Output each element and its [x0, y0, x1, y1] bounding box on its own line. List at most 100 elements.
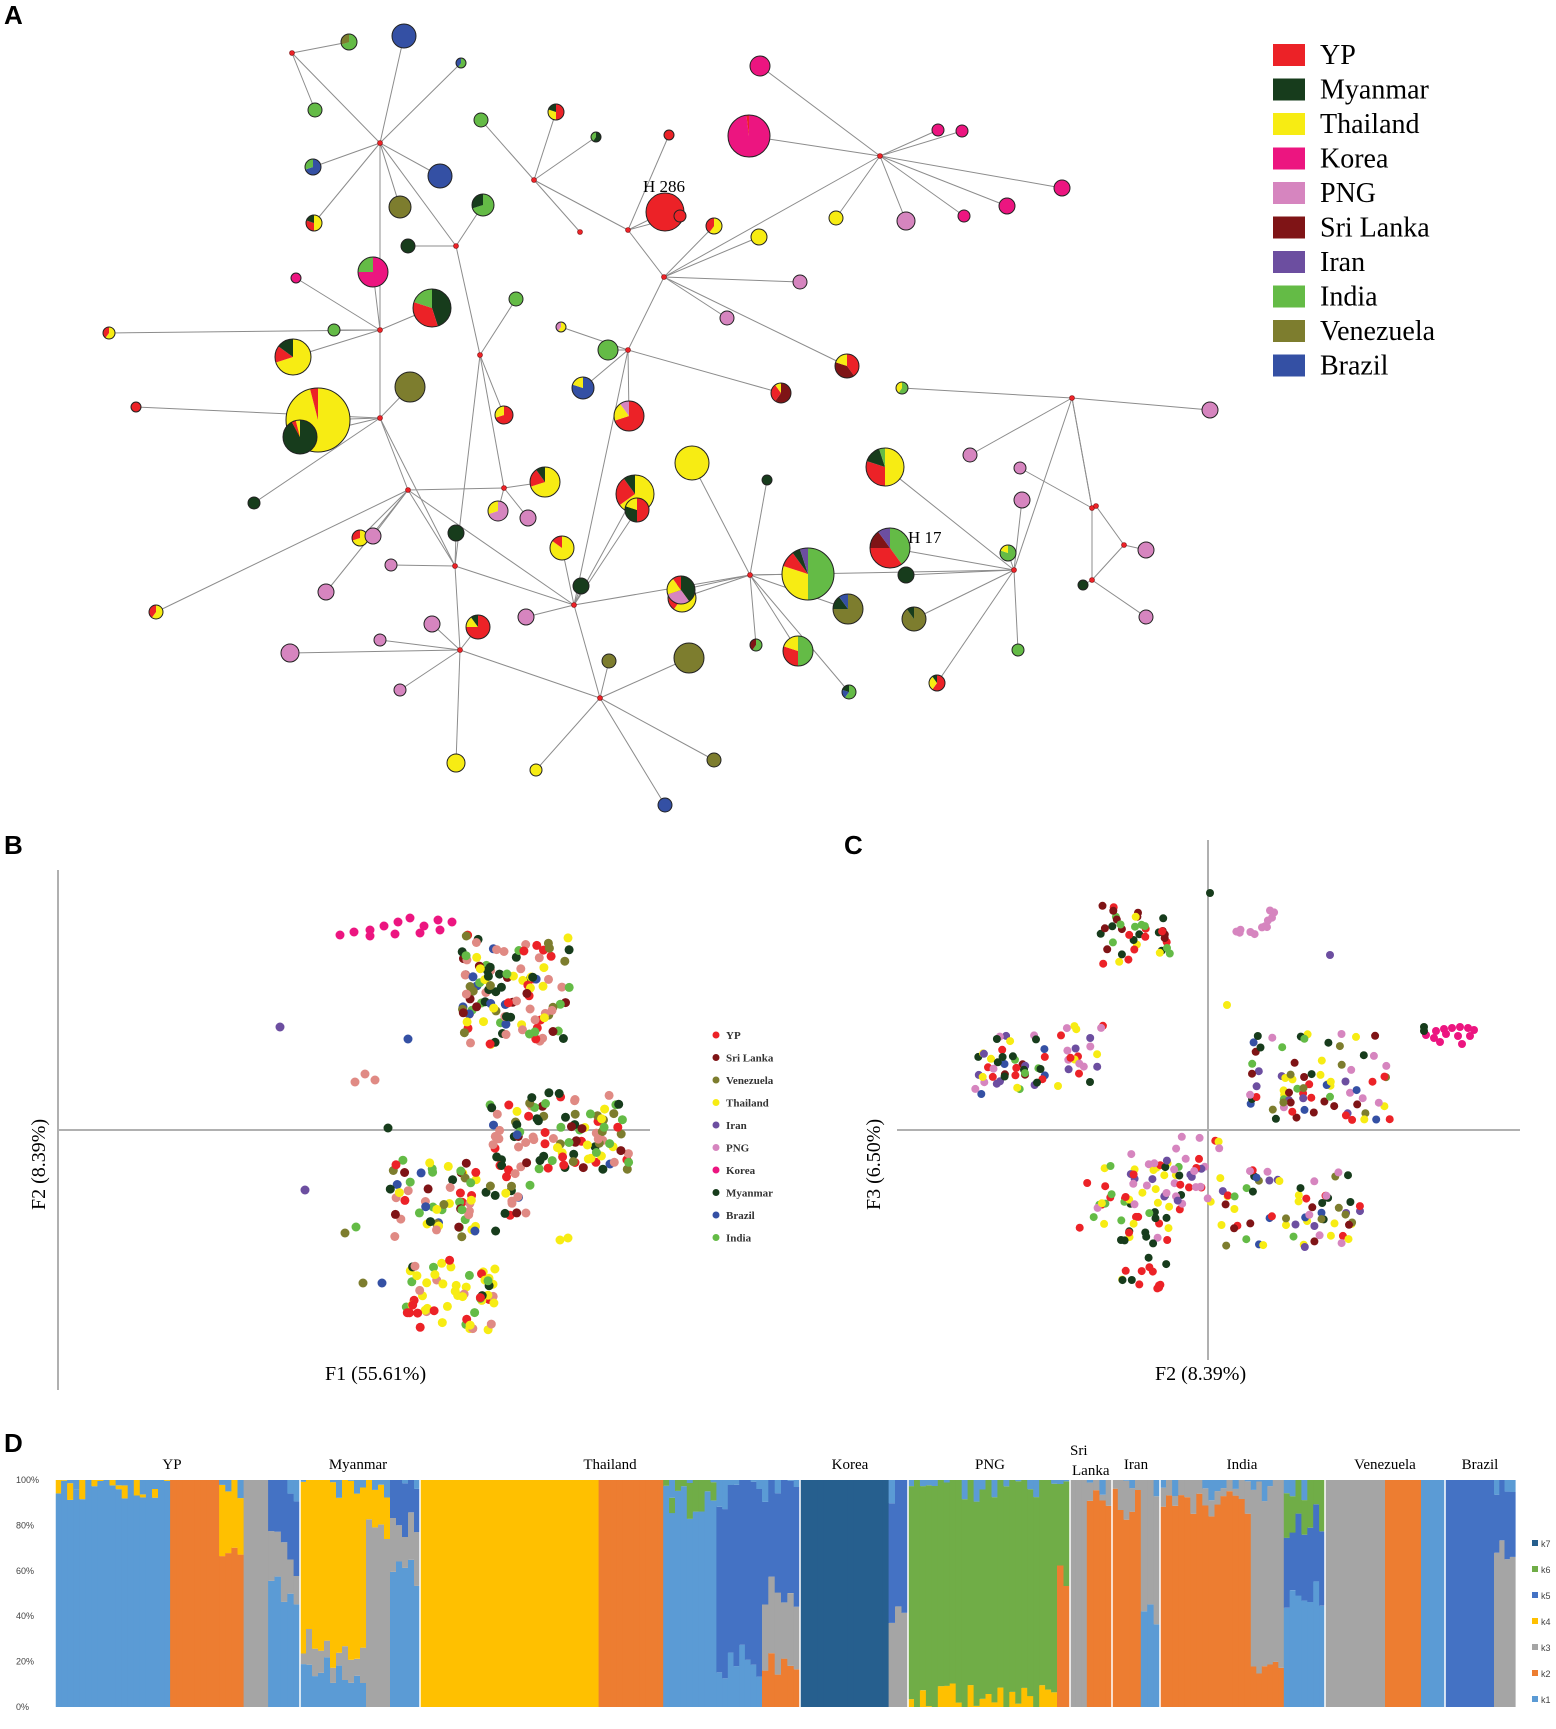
pie-slice: [400, 238, 416, 254]
structure-legend-swatch: [1532, 1540, 1538, 1546]
haplotype-node: [1137, 541, 1155, 559]
structure-bar: [669, 1497, 676, 1514]
structure-bar: [1190, 1513, 1197, 1707]
structure-bar: [1135, 1490, 1142, 1707]
scatter-b-point: [539, 963, 549, 973]
scatter-b-point: [432, 1225, 441, 1235]
pie-slice: [275, 339, 311, 375]
legend-b: YP Sri Lanka Venezuela Thailand Iran PNG Korea…: [712, 1030, 774, 1245]
structure-bar: [455, 1480, 463, 1707]
scatter-b-point: [605, 1139, 615, 1149]
scatter-c-point: [1151, 1214, 1160, 1223]
scatter-c-point: [1129, 1219, 1138, 1228]
scatter-c-point: [1344, 1171, 1352, 1180]
structure-bar: [551, 1480, 558, 1707]
network-edge: [573, 604, 601, 699]
scatter-b-point: [557, 982, 567, 992]
network-edge: [379, 639, 461, 651]
haplotype-node: [770, 382, 792, 404]
structure-bar: [973, 1705, 981, 1707]
structure-bar: [1153, 1496, 1161, 1625]
scatter-c-point: [1271, 1114, 1280, 1123]
structure-bar: [781, 1602, 788, 1659]
scatter-c-point: [1109, 906, 1118, 915]
structure-bar: [985, 1480, 993, 1694]
structure-bar: [1057, 1565, 1065, 1707]
scatter-c-point: [1315, 1231, 1324, 1240]
scatter-c-point: [1248, 1059, 1257, 1068]
scatter-b-point: [335, 930, 345, 940]
median-vector: [453, 243, 459, 249]
scatter-b-point: [383, 1123, 393, 1133]
haplotype-node: [282, 419, 318, 455]
structure-group-labels: YP Myanmar Thailand Korea PNG Sri Lanka Iran Ind…: [162, 1443, 1498, 1479]
scatter-c-point: [1165, 949, 1174, 958]
structure-bar: [979, 1480, 987, 1490]
scatter-c-point: [1337, 1060, 1346, 1069]
haplotype-node: [750, 228, 768, 246]
pie-outline: [148, 604, 164, 620]
network-edge: [889, 547, 1015, 571]
scatter-c-point: [1246, 928, 1255, 936]
pie-outline: [487, 500, 509, 522]
structure-group-label: India: [1227, 1457, 1258, 1473]
scatter-c-point: [1117, 950, 1126, 959]
structure-bar: [420, 1480, 427, 1707]
scatter-b-point: [454, 1222, 464, 1232]
scatter-c-point: [1352, 1032, 1360, 1041]
scatter-c-point: [1145, 1209, 1154, 1218]
scatter-c-point: [1164, 1224, 1173, 1233]
haplotype-node: [1013, 491, 1031, 509]
scatter-b-point: [455, 1188, 465, 1198]
pie-outline: [895, 381, 909, 395]
structure-bar: [158, 1480, 165, 1707]
scatter-c-point: [1108, 938, 1117, 947]
structure-bar: [414, 1585, 421, 1707]
structure-bar: [55, 1493, 62, 1707]
structure-group-label: Korea: [832, 1457, 869, 1473]
scatter-b-point: [492, 1109, 502, 1119]
structure-bar: [402, 1480, 409, 1484]
pie-slice: [601, 653, 617, 669]
scatter-b-point: [461, 1282, 471, 1292]
structure-bar: [213, 1480, 220, 1707]
network-edge: [748, 135, 881, 157]
haplotype-node: [1138, 609, 1154, 625]
network-edge: [313, 142, 381, 224]
structure-bar: [847, 1480, 854, 1707]
structure-bar: [1261, 1666, 1268, 1707]
scatter-c-point: [1324, 1038, 1333, 1047]
scatter-b-point: [403, 1034, 413, 1044]
scatter-c-point: [1064, 1065, 1073, 1074]
scatter-b-point: [559, 1160, 569, 1170]
scatter-b-point: [518, 1025, 527, 1035]
haplotype-node: [357, 256, 389, 288]
scatter-b-point: [539, 1013, 549, 1023]
scatter-c-point: [977, 1090, 986, 1098]
structure-legend-swatch: [1532, 1670, 1538, 1676]
pie-slice: [306, 220, 314, 231]
b-xlabel: F1 (55.61%): [325, 1363, 426, 1385]
scatter-c-point: [1191, 1183, 1200, 1192]
haplotype-node: [519, 509, 537, 527]
scatter-c-point: [1305, 1210, 1314, 1219]
haplotype-node: [749, 638, 763, 652]
scatter-b-point: [534, 953, 544, 963]
scatter-b-point: [521, 1208, 531, 1218]
scatter-b-point: [458, 1008, 468, 1018]
haplotype-node: [391, 23, 417, 49]
scatter-c-point: [1161, 1163, 1170, 1172]
structure-bar: [895, 1606, 903, 1707]
structure-bar: [949, 1480, 957, 1684]
structure-bar: [1504, 1480, 1511, 1492]
scatter-b-point: [553, 1143, 562, 1153]
scatter-b-point: [495, 969, 504, 979]
scatter-b-point: [461, 1158, 471, 1168]
scatter-c-point: [1252, 1082, 1261, 1091]
scatter-c-point: [1175, 1171, 1184, 1180]
structure-bar: [152, 1497, 159, 1707]
structure-bar: [704, 1480, 712, 1492]
pie-outline: [590, 131, 602, 143]
structure-ytick: 60%: [16, 1566, 34, 1576]
pie-outline: [869, 527, 911, 569]
